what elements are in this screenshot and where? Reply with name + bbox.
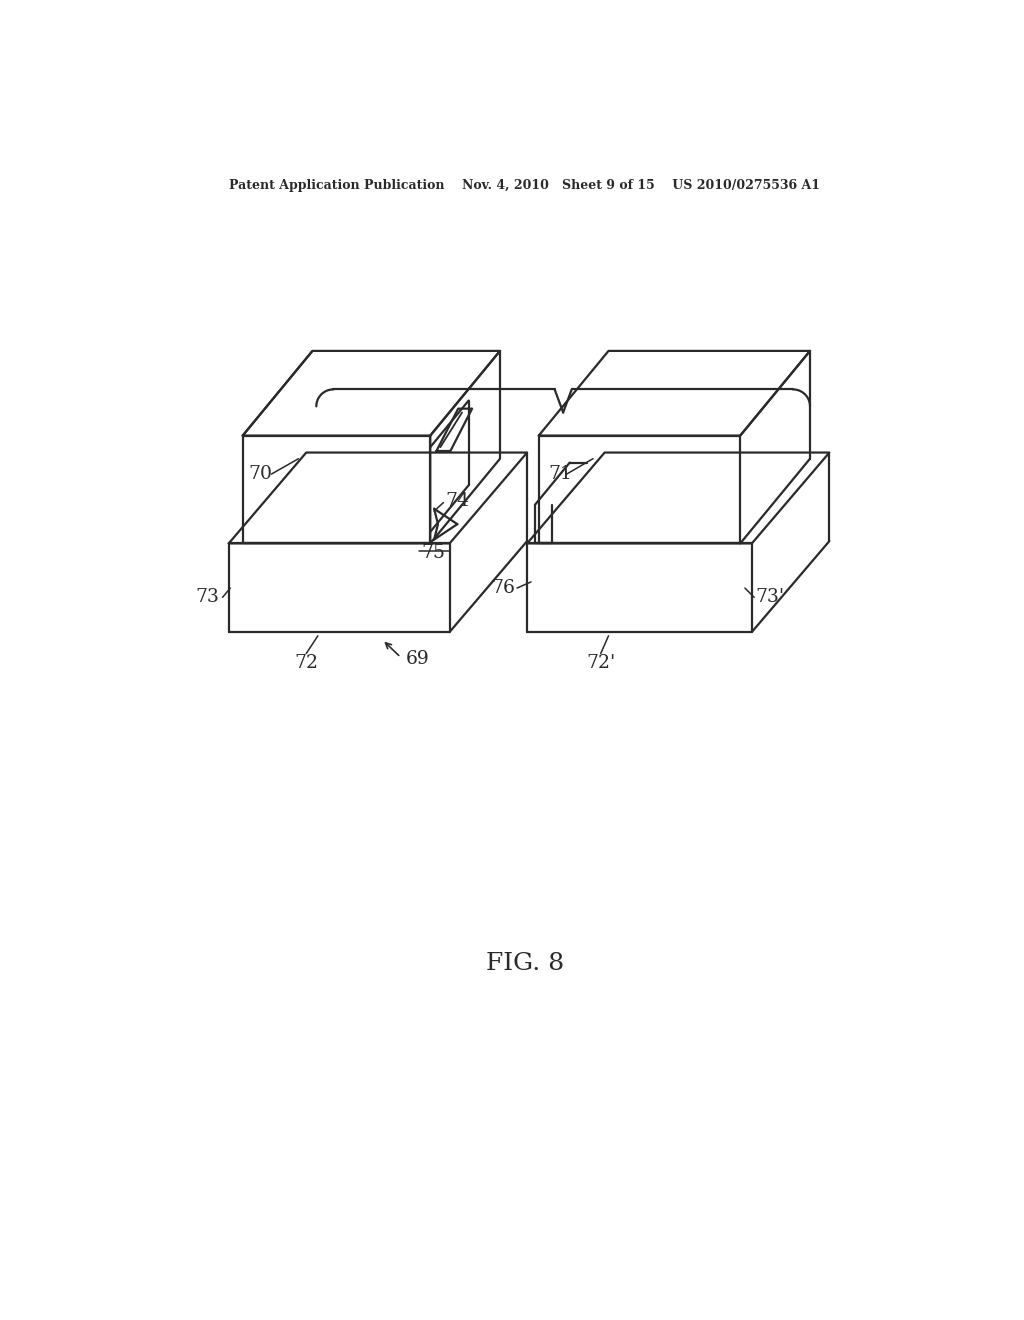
Text: 72: 72: [294, 653, 318, 672]
Text: 73': 73': [756, 589, 784, 606]
Text: Patent Application Publication    Nov. 4, 2010   Sheet 9 of 15    US 2010/027553: Patent Application Publication Nov. 4, 2…: [229, 178, 820, 191]
Text: 74: 74: [445, 492, 470, 510]
Text: 69: 69: [406, 649, 429, 668]
Text: FIG. 8: FIG. 8: [485, 952, 564, 974]
Text: 76: 76: [492, 579, 515, 597]
Text: 71: 71: [549, 465, 572, 483]
Text: 70: 70: [248, 465, 272, 483]
Text: 73: 73: [196, 589, 219, 606]
Text: 72': 72': [586, 653, 615, 672]
Text: 75: 75: [421, 544, 445, 561]
